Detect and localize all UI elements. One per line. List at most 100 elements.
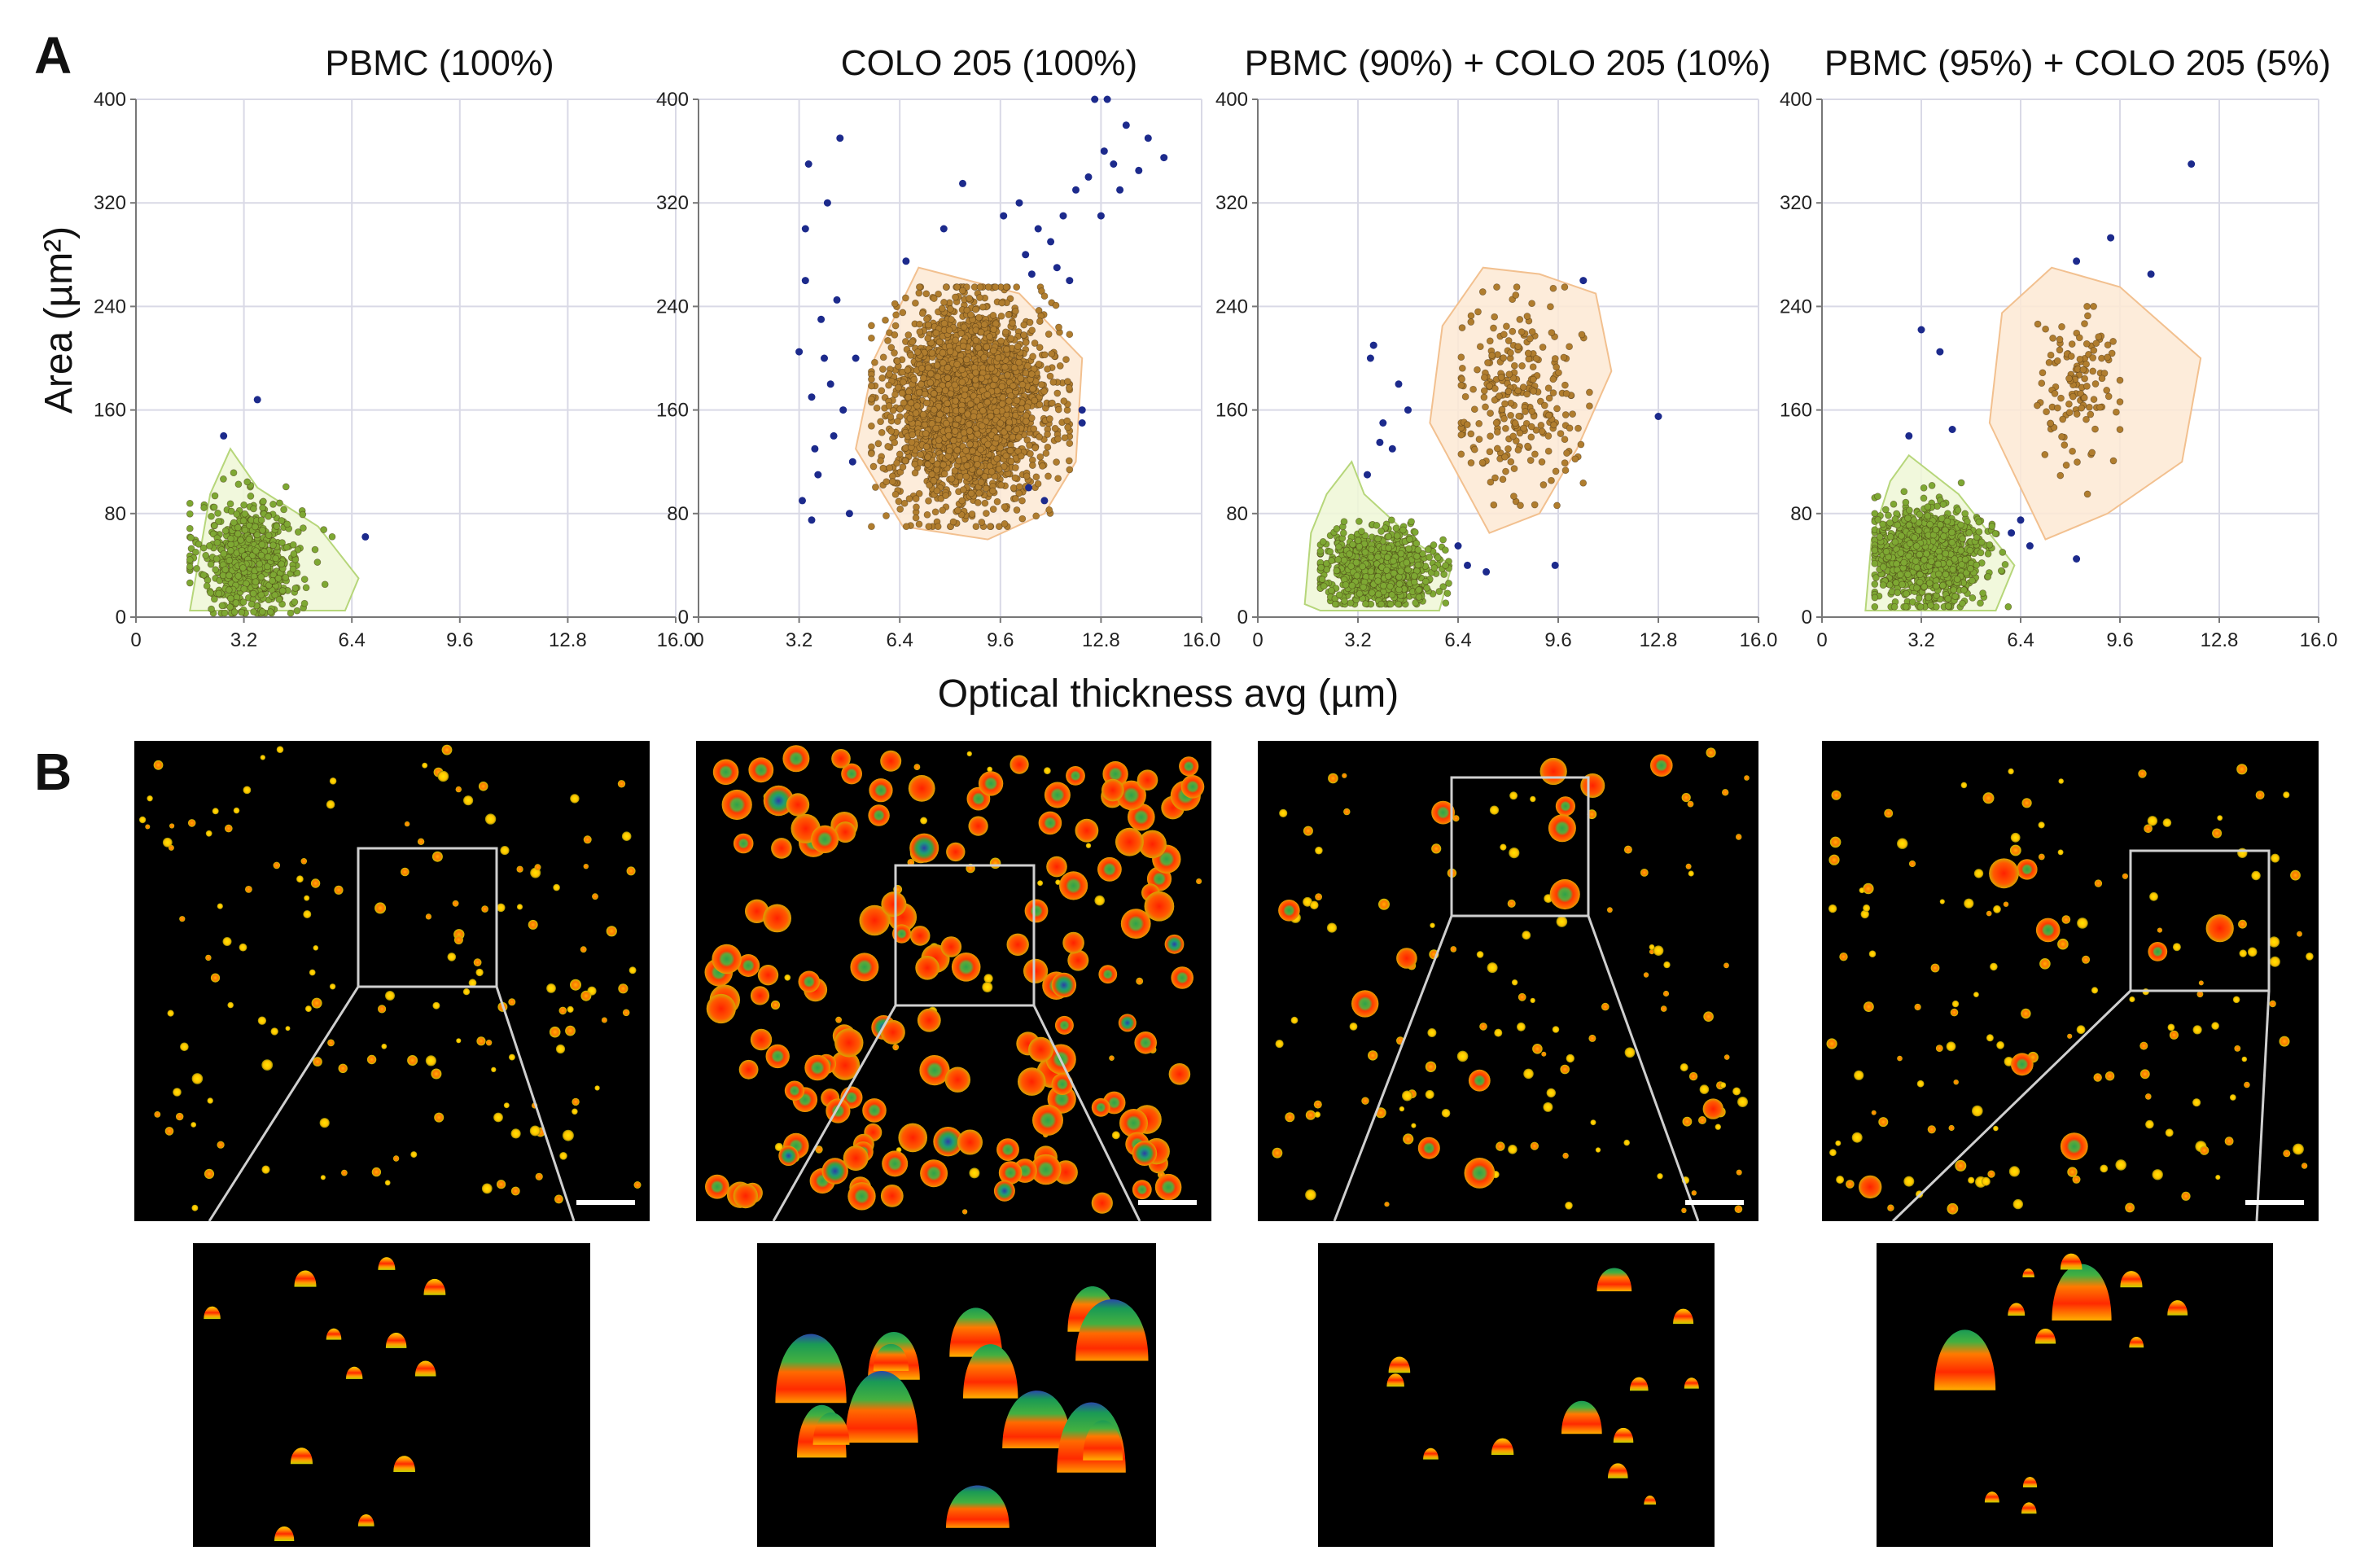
data-point	[933, 361, 941, 369]
x-tick-label: 6.4	[1444, 629, 1471, 651]
data-point	[187, 534, 195, 541]
data-point	[1507, 458, 1515, 466]
data-point	[971, 376, 979, 383]
data-point	[887, 413, 895, 421]
data-point	[1066, 440, 1074, 447]
data-point	[972, 336, 980, 344]
x-tick-label: 12.8	[549, 629, 587, 651]
data-point	[1024, 362, 1031, 370]
data-point	[1327, 586, 1335, 594]
data-point	[283, 520, 291, 528]
data-point	[940, 470, 948, 478]
data-point	[974, 461, 981, 468]
data-point	[239, 517, 247, 525]
data-point	[944, 364, 952, 371]
data-point	[207, 560, 215, 568]
data-point	[910, 375, 918, 383]
data-point	[278, 560, 286, 568]
data-point	[975, 313, 983, 322]
data-point	[1405, 545, 1412, 553]
data-point	[269, 501, 277, 508]
data-point	[1474, 308, 1482, 316]
data-point	[278, 517, 286, 524]
data-point	[1046, 372, 1054, 380]
data-point	[1044, 431, 1051, 438]
data-point	[1500, 414, 1508, 423]
data-point	[998, 400, 1006, 408]
data-point	[257, 573, 265, 581]
data-point	[1359, 563, 1367, 571]
data-point	[1504, 388, 1513, 396]
data-point	[888, 478, 896, 485]
data-point	[208, 605, 215, 613]
panel-b-label: B	[34, 742, 72, 801]
data-point	[931, 508, 939, 516]
data-point	[930, 390, 938, 397]
data-point	[958, 287, 966, 295]
data-point	[956, 473, 964, 480]
data-point	[1523, 390, 1531, 398]
data-point	[1478, 458, 1487, 466]
x-tick-label: 16.0	[657, 629, 695, 651]
data-point	[1501, 453, 1509, 461]
data-point	[913, 503, 920, 511]
data-point	[1065, 384, 1073, 392]
data-point	[1566, 424, 1574, 432]
data-point	[915, 520, 923, 528]
data-point	[946, 348, 954, 356]
data-point	[250, 608, 257, 615]
data-point	[962, 472, 970, 480]
chart-title: PBMC (95%) + COLO 205 (5%)	[1824, 43, 2331, 83]
x-tick-label: 3.2	[786, 629, 812, 651]
data-point	[943, 406, 951, 414]
data-point	[282, 483, 290, 491]
data-point	[1404, 566, 1412, 574]
data-point	[868, 375, 875, 383]
chart-title: COLO 205 (100%)	[841, 43, 1137, 83]
data-point	[253, 396, 261, 404]
data-point	[899, 309, 907, 317]
data-point	[1025, 484, 1033, 492]
data-point	[930, 477, 938, 484]
data-point	[945, 431, 953, 440]
data-point	[282, 573, 290, 581]
data-point	[1051, 424, 1059, 432]
data-point	[1509, 432, 1518, 440]
data-point	[913, 348, 922, 356]
data-point	[1890, 500, 1898, 508]
data-point	[1467, 318, 1475, 326]
data-point	[896, 405, 904, 413]
x-tick-label: 6.4	[2007, 629, 2034, 651]
data-point	[981, 472, 989, 480]
data-point	[300, 576, 309, 583]
data-point	[887, 427, 896, 436]
data-point	[1463, 421, 1471, 428]
data-point	[1374, 553, 1382, 561]
data-point	[997, 337, 1005, 345]
data-point	[234, 523, 242, 532]
data-point	[1435, 588, 1443, 595]
data-point	[1414, 546, 1422, 554]
data-point	[1458, 375, 1465, 383]
data-point	[1430, 564, 1439, 572]
data-point	[260, 497, 267, 506]
data-point	[282, 543, 291, 551]
data-point	[1503, 322, 1510, 331]
data-point	[1393, 532, 1401, 540]
data-point	[981, 499, 989, 507]
data-point	[1549, 284, 1557, 292]
data-point	[1410, 578, 1418, 586]
data-point	[848, 458, 856, 466]
data-point	[257, 591, 265, 599]
data-point	[908, 438, 916, 446]
data-point	[934, 523, 942, 531]
data-point	[199, 571, 208, 579]
data-point	[1041, 351, 1049, 359]
y-tick-label: 80	[667, 503, 689, 525]
data-point	[925, 497, 932, 505]
scatter-charts: PBMC (100%)0 3.2 6.4 9.6 12.8 16.008016024032…	[94, 43, 2337, 651]
data-point	[1385, 532, 1392, 541]
data-point	[1392, 524, 1400, 532]
data-point	[240, 585, 248, 593]
data-point	[1053, 389, 1062, 397]
